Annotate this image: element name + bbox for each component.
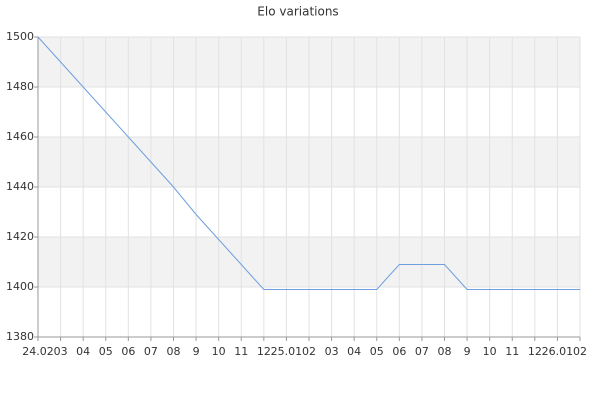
x-tick-label: 9 (464, 345, 471, 358)
chart-title: Elo variations (257, 5, 338, 19)
x-tick-label: 07 (415, 345, 429, 358)
y-tick-label: 1400 (6, 280, 34, 293)
x-tick-label: 03 (54, 345, 68, 358)
x-tick-label: 12 (257, 345, 271, 358)
x-tick-label: 02 (302, 345, 316, 358)
x-tick-label: 26.01 (542, 345, 574, 358)
x-tick-label: 07 (144, 345, 158, 358)
x-tick-label: 10 (212, 345, 226, 358)
x-tick-label: 06 (392, 345, 406, 358)
y-tick-label: 1460 (6, 130, 34, 143)
x-tick-label: 25.01 (271, 345, 303, 358)
x-tick-label: 06 (121, 345, 135, 358)
x-tick-label: 05 (370, 345, 384, 358)
x-tick-label: 08 (167, 345, 181, 358)
x-tick-label: 24.02 (22, 345, 54, 358)
x-tick-label: 11 (234, 345, 248, 358)
x-tick-label: 05 (99, 345, 113, 358)
x-tick-label: 08 (438, 345, 452, 358)
y-tick-label: 1480 (6, 80, 34, 93)
x-tick-label: 04 (347, 345, 361, 358)
y-tick-label: 1440 (6, 180, 34, 193)
x-tick-label: 02 (573, 345, 587, 358)
x-tick-label: 10 (483, 345, 497, 358)
x-tick-label: 12 (528, 345, 542, 358)
x-tick-label: 03 (325, 345, 339, 358)
y-tick-label: 1380 (6, 330, 34, 343)
y-tick-label: 1420 (6, 230, 34, 243)
line (37, 36, 580, 290)
y-tick-label: 1500 (6, 30, 34, 43)
x-tick-label: 9 (193, 345, 200, 358)
x-tick-label: 11 (505, 345, 519, 358)
x-tick-label: 04 (76, 345, 90, 358)
